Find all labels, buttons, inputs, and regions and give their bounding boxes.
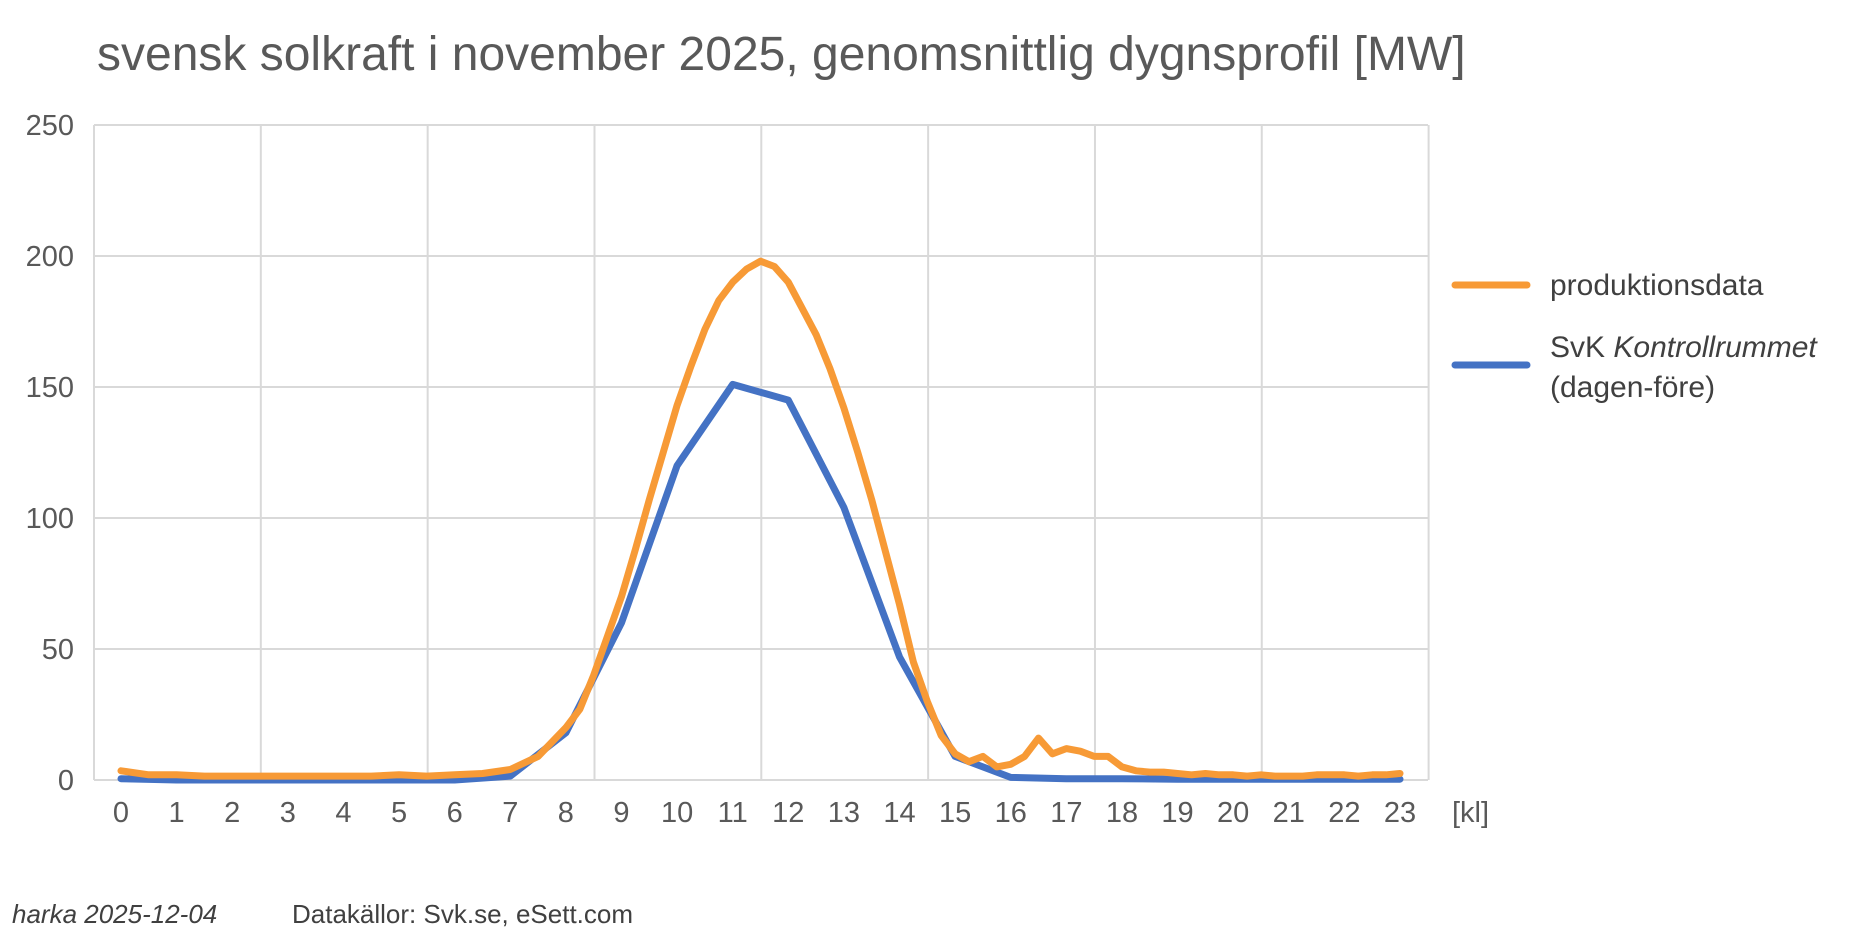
series-line-svk-kontrollrummet [117,380,1404,784]
y-tick-label: 100 [26,503,74,535]
legend-label-plain: SvK [1550,331,1605,364]
x-tick-label: 11 [718,797,748,829]
x-tick-label: 2 [224,797,240,829]
grid [93,124,1430,781]
x-tick-label: 22 [1328,797,1360,829]
x-tick-label: 0 [113,797,129,829]
legend: produktionsdata SvK Kontrollrummet (dage… [1451,269,1818,404]
x-tick-label: 8 [558,797,574,829]
x-tick-label: 9 [613,797,629,829]
x-tick-label: 21 [1273,797,1305,829]
legend-item-svk-kontrollrummet: SvK Kontrollrummet (dagen-före) [1451,331,1818,404]
x-tick-label: 5 [391,797,407,829]
x-tick-label: 15 [939,797,971,829]
x-tick-label: 16 [995,797,1027,829]
x-tick-label: 14 [883,797,915,829]
x-axis-ticks: 0 1 2 3 4 5 6 7 8 9 10 11 12 13 14 15 16 17 18 19 20 21 22 23 [113,797,1416,829]
x-tick-label: 7 [502,797,518,829]
x-tick-label: 20 [1217,797,1249,829]
x-tick-label: 18 [1106,797,1138,829]
series [117,257,1404,784]
x-tick-label: 10 [661,797,693,829]
x-tick-label: 13 [828,797,860,829]
x-tick-label: 6 [447,797,463,829]
chart-title: svensk solkraft i november 2025, genomsn… [97,28,1466,81]
x-axis-label: [kl] [1452,797,1489,829]
legend-label-produktionsdata: produktionsdata [1550,269,1764,302]
y-tick-label: 150 [26,372,74,404]
y-tick-label: 200 [26,241,74,273]
x-tick-label: 23 [1384,797,1416,829]
legend-item-produktionsdata: produktionsdata [1451,269,1764,302]
y-tick-label: 50 [42,634,74,666]
footer-sources: Datakällor: Svk.se, eSett.com [292,899,633,929]
y-axis-ticks: 0 50 100 150 200 250 [26,110,74,797]
legend-label-italic: Kontrollrummet [1613,331,1818,364]
x-tick-label: 4 [335,797,351,829]
x-tick-label: 3 [280,797,296,829]
x-tick-label: 12 [772,797,804,829]
x-tick-label: 17 [1050,797,1082,829]
legend-label-svk-kontrollrummet: SvK Kontrollrummet [1550,331,1818,364]
legend-label-line2: (dagen-före) [1550,371,1715,404]
series-line-produktionsdata [117,257,1404,780]
footer-author: harka 2025-12-04 [12,899,217,929]
x-tick-label: 19 [1161,797,1193,829]
x-tick-label: 1 [169,797,185,829]
y-tick-label: 250 [26,110,74,142]
y-tick-label: 0 [58,765,74,797]
